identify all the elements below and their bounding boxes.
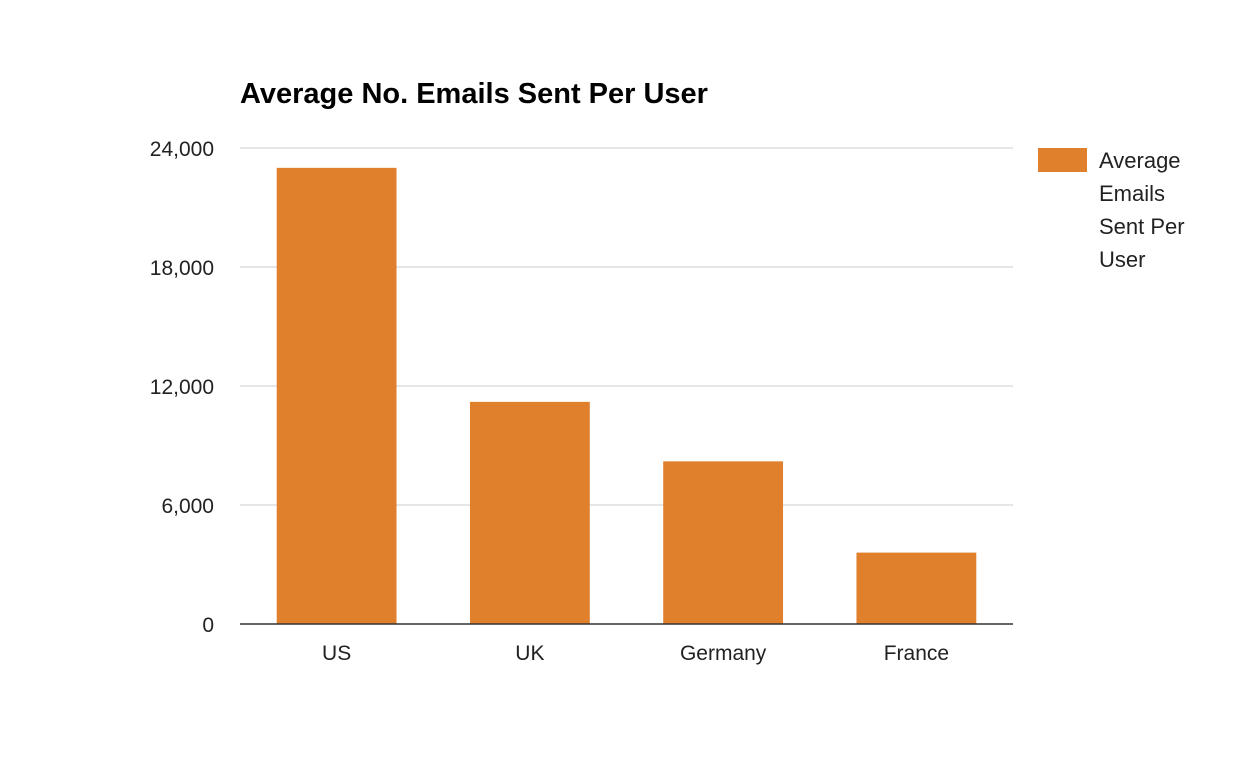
legend-label: Average Emails Sent Per User — [1099, 148, 1185, 272]
y-tick-label: 6,000 — [161, 495, 214, 518]
y-tick-label: 18,000 — [150, 257, 214, 280]
legend-label-line: Sent Per — [1099, 214, 1185, 239]
legend-swatch — [1038, 148, 1087, 172]
x-axis-tick-labels: US UK Germany France — [322, 642, 949, 665]
y-tick-label: 24,000 — [150, 138, 214, 161]
y-tick-label: 12,000 — [150, 376, 214, 399]
bars — [276, 167, 977, 625]
x-tick-label: France — [884, 642, 949, 665]
bar-us — [276, 167, 397, 625]
bar-france — [856, 552, 977, 624]
x-tick-label: US — [322, 642, 351, 665]
y-tick-label: 0 — [202, 614, 214, 637]
x-tick-label: Germany — [680, 642, 767, 665]
legend-label-line: Average — [1099, 148, 1181, 173]
bar-uk — [469, 401, 590, 624]
chart-title: Average No. Emails Sent Per User — [240, 78, 708, 110]
y-axis-tick-labels: 0 6,000 12,000 18,000 24,000 — [150, 138, 214, 637]
legend-label-line: Emails — [1099, 181, 1165, 206]
x-tick-label: UK — [515, 642, 544, 665]
legend: Average Emails Sent Per User — [1038, 148, 1185, 272]
legend-label-line: User — [1099, 247, 1145, 272]
bar-germany — [663, 461, 784, 624]
